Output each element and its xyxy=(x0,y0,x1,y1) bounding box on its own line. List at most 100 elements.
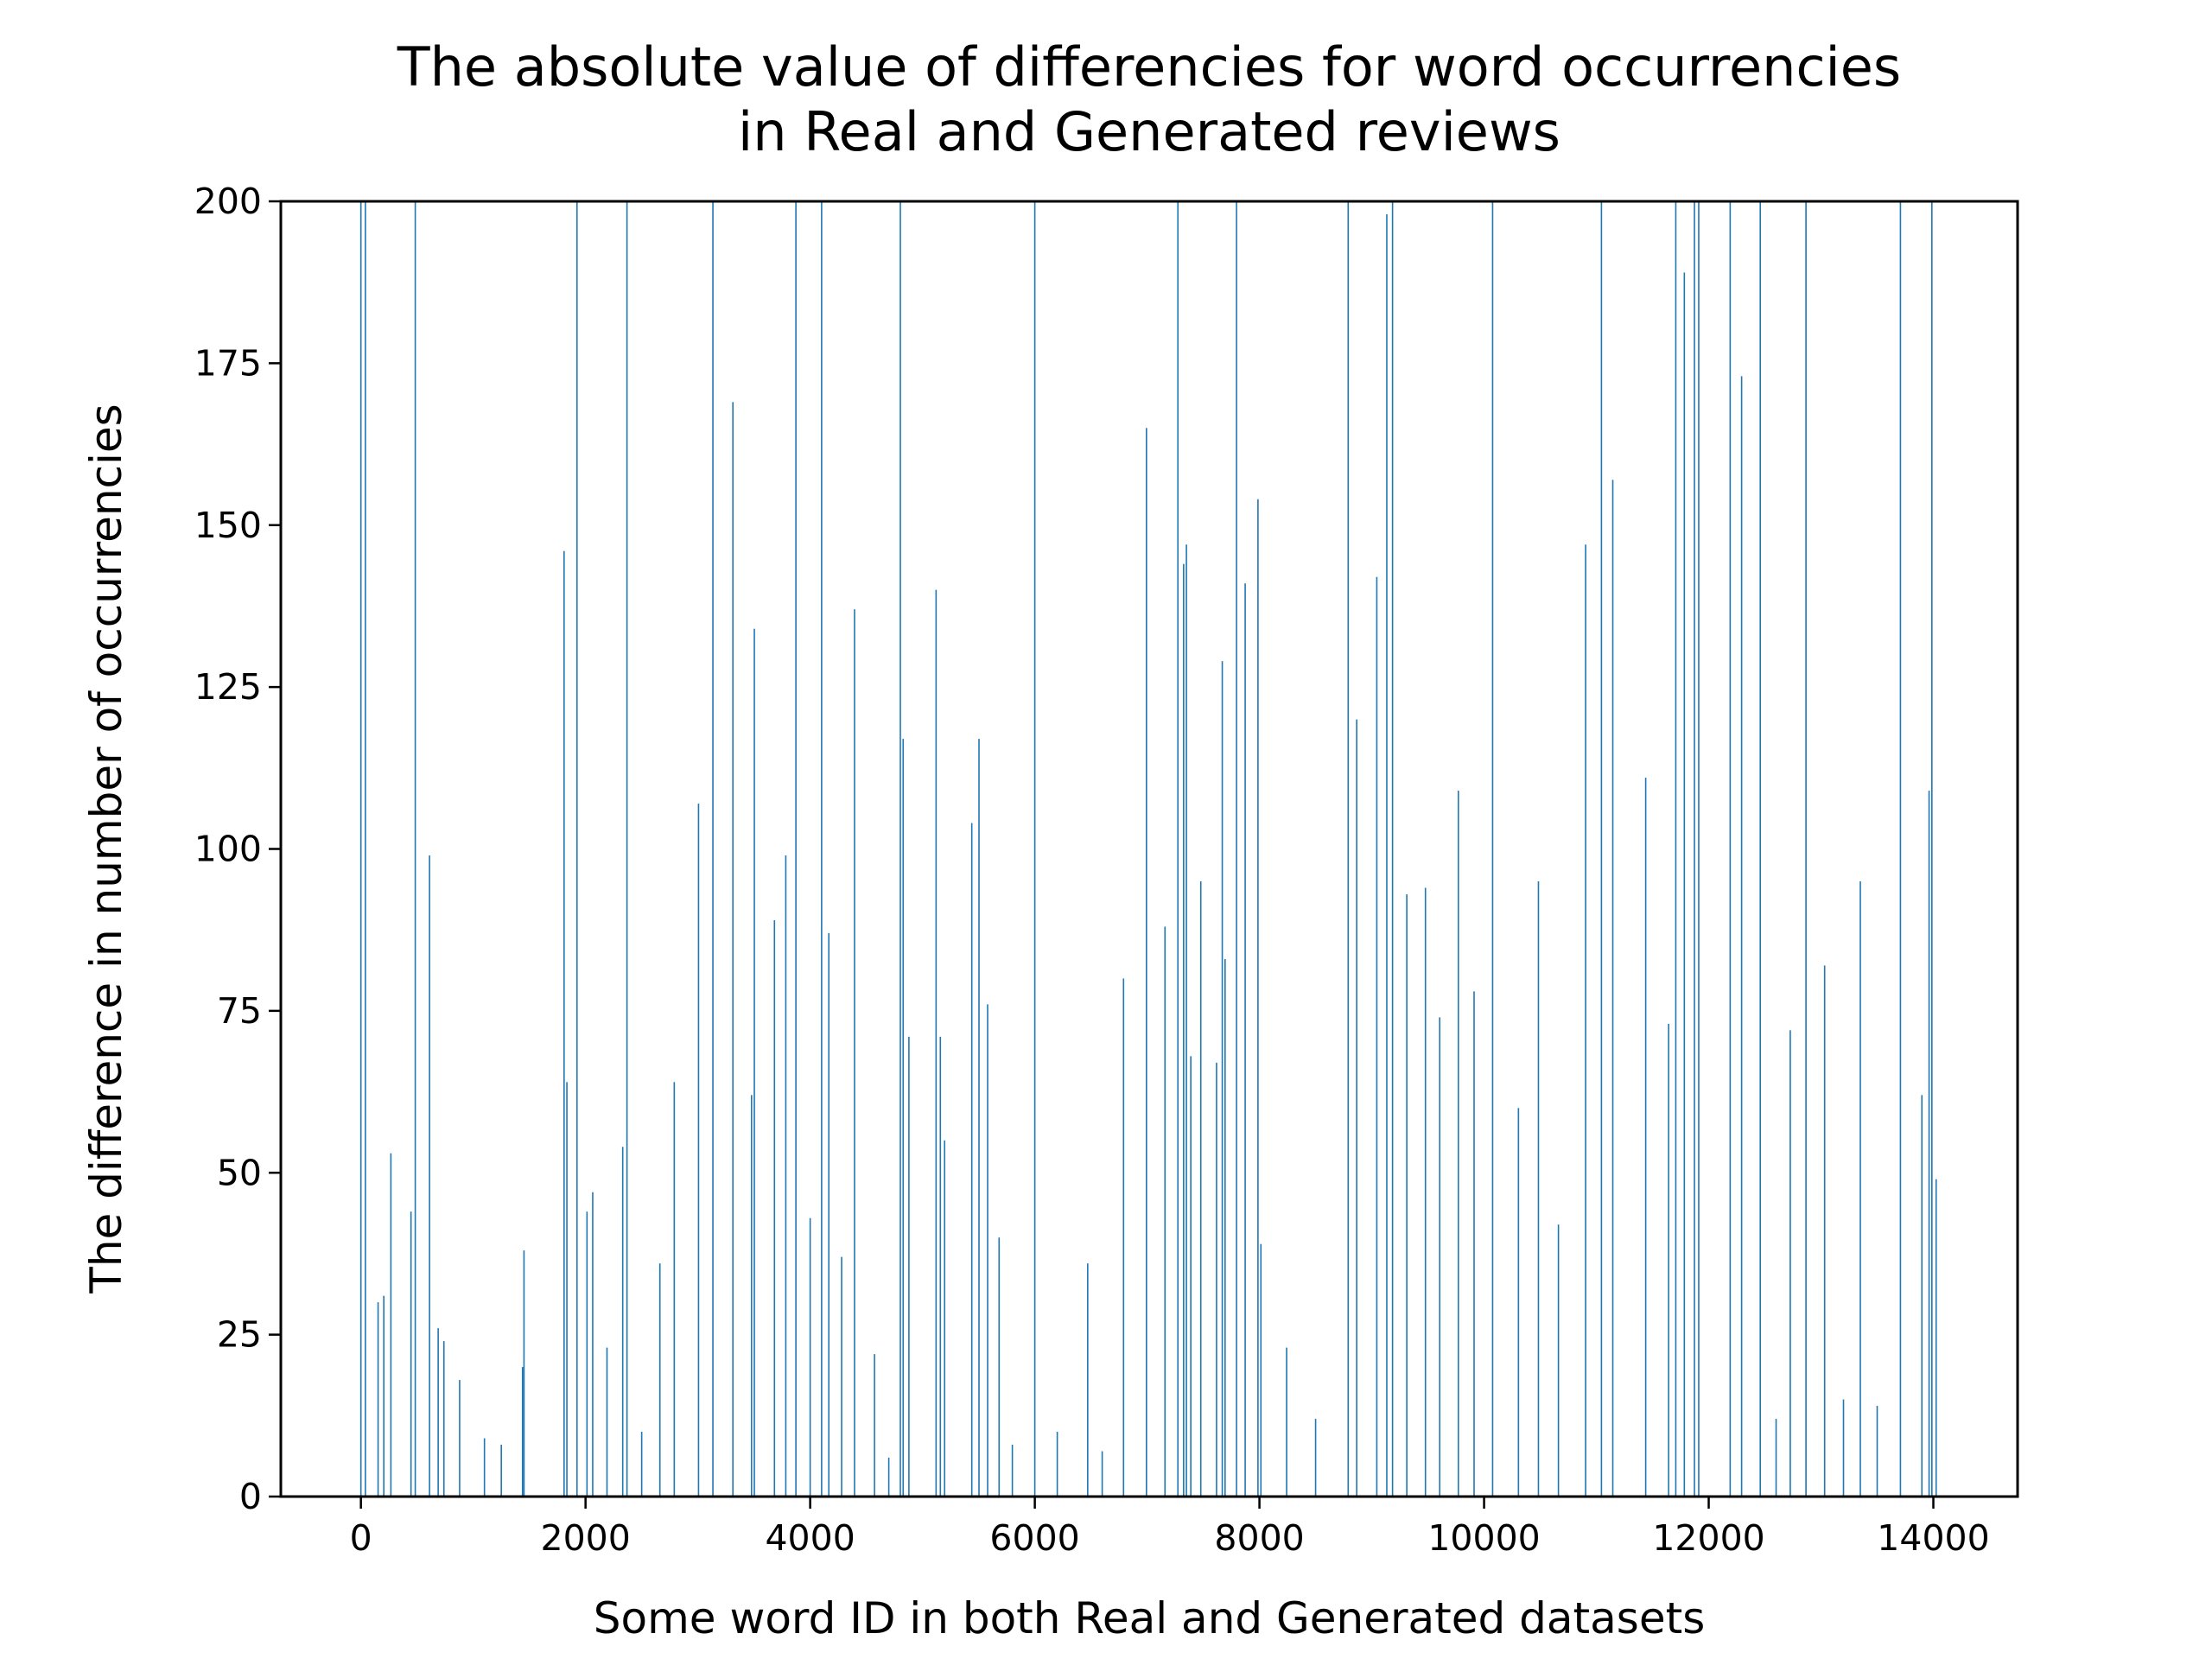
bar xyxy=(1928,791,1930,1497)
chart-title: in Real and Generated reviews xyxy=(738,100,1560,163)
bar xyxy=(1823,965,1826,1497)
y-tick-label: 50 xyxy=(217,1152,262,1193)
bar xyxy=(773,919,776,1497)
bar xyxy=(1386,213,1388,1497)
bar xyxy=(1257,499,1259,1497)
bar xyxy=(626,201,628,1497)
chart-title: The absolute value of differencies for w… xyxy=(397,35,1901,99)
x-tick-label: 14000 xyxy=(1877,1517,1989,1559)
bar xyxy=(1683,272,1686,1497)
bar xyxy=(1391,201,1394,1497)
bar xyxy=(785,855,787,1497)
bar xyxy=(1931,201,1933,1497)
bar xyxy=(414,201,416,1497)
bar xyxy=(410,1211,412,1497)
bar xyxy=(640,1432,643,1497)
bar xyxy=(1183,563,1185,1497)
y-tick-label: 25 xyxy=(217,1314,262,1356)
bar xyxy=(1557,1224,1560,1497)
bars xyxy=(359,201,1937,1497)
bar xyxy=(970,823,973,1497)
bar xyxy=(1236,201,1237,1497)
bar xyxy=(1644,778,1647,1497)
y-axis-label: The difference in number of occurrencies xyxy=(81,404,131,1294)
x-axis-label: Some word ID in both Real and Generated … xyxy=(594,1593,1706,1643)
bar xyxy=(1376,576,1378,1497)
bar xyxy=(1244,583,1246,1497)
bar xyxy=(1224,958,1226,1497)
bar xyxy=(854,609,855,1497)
bar xyxy=(390,1153,392,1497)
bar xyxy=(821,201,823,1497)
plot-frame xyxy=(279,200,2019,1498)
bar xyxy=(1164,926,1166,1497)
bar xyxy=(1216,1062,1217,1497)
bar xyxy=(1406,893,1408,1497)
bar xyxy=(459,1380,461,1497)
bar xyxy=(1740,376,1743,1497)
bar xyxy=(592,1192,594,1497)
bar xyxy=(753,628,755,1497)
bar xyxy=(566,1082,568,1497)
bar xyxy=(1759,201,1761,1497)
bar xyxy=(899,201,901,1497)
bar xyxy=(1729,201,1732,1497)
bar xyxy=(1899,201,1902,1497)
y-tick-label: 175 xyxy=(194,342,262,384)
bar xyxy=(1011,1445,1014,1497)
x-tick-label: 12000 xyxy=(1652,1517,1764,1559)
bar xyxy=(874,1354,875,1497)
bar xyxy=(1439,1017,1441,1497)
bar xyxy=(1190,1056,1192,1497)
bar xyxy=(939,1036,942,1497)
y-tick-label: 125 xyxy=(194,666,262,708)
bar xyxy=(712,201,714,1497)
y-tick-label: 200 xyxy=(194,181,262,222)
bar xyxy=(1286,1347,1287,1497)
bar xyxy=(1122,978,1125,1497)
bar xyxy=(1775,1419,1777,1497)
bar xyxy=(732,402,734,1497)
bar xyxy=(1668,1023,1669,1497)
bar xyxy=(1675,201,1677,1497)
bar xyxy=(1185,544,1187,1497)
x-tick-label: 8000 xyxy=(1214,1517,1304,1559)
bar xyxy=(944,1140,946,1497)
bar xyxy=(383,1295,385,1497)
bar xyxy=(1935,1179,1937,1497)
bar xyxy=(1424,887,1427,1497)
x-tick-label: 4000 xyxy=(765,1517,855,1559)
bar xyxy=(978,739,980,1497)
bar xyxy=(935,589,938,1497)
x-tick-label: 2000 xyxy=(540,1517,630,1559)
bar xyxy=(1087,1263,1089,1497)
x-tick-label: 6000 xyxy=(989,1517,1079,1559)
bar xyxy=(1611,480,1614,1497)
bar xyxy=(483,1438,486,1497)
bar xyxy=(521,1367,524,1497)
bar xyxy=(1260,1243,1262,1497)
bar xyxy=(1473,991,1475,1497)
bar xyxy=(1585,544,1586,1497)
bar xyxy=(500,1445,502,1497)
bar xyxy=(828,932,830,1497)
bar xyxy=(795,201,797,1497)
bar xyxy=(1314,1419,1317,1497)
bar xyxy=(586,1211,588,1497)
bar xyxy=(1457,791,1459,1497)
bar xyxy=(1101,1451,1103,1497)
bar xyxy=(1221,661,1224,1497)
bar xyxy=(841,1256,842,1497)
bar xyxy=(1146,428,1147,1497)
bar xyxy=(1694,201,1695,1497)
bar xyxy=(987,1004,988,1497)
bar xyxy=(365,201,366,1497)
bar xyxy=(377,1302,379,1497)
bar xyxy=(1859,880,1861,1497)
bar xyxy=(750,1095,753,1497)
bar xyxy=(809,1217,811,1497)
bar xyxy=(563,550,565,1497)
y-tick-label: 0 xyxy=(239,1476,262,1517)
bar xyxy=(1177,201,1179,1497)
